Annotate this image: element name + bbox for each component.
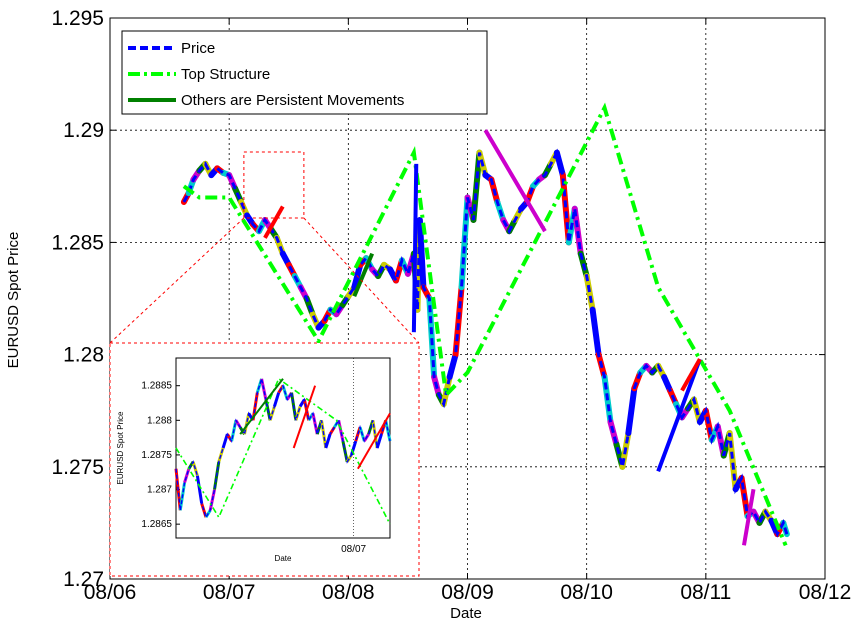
y-axis-label: EURUSD Spot Price bbox=[5, 232, 22, 369]
inset-trend-segment bbox=[357, 412, 391, 470]
x-tick-label: 08/11 bbox=[680, 581, 731, 604]
legend-label: Top Structure bbox=[181, 66, 270, 83]
inset-chart: 1.2865 1.287 1.2875 1.288 1.2885 08/07 Date EUR… bbox=[109, 342, 420, 577]
inset-y-tick-label: 1.2885 bbox=[141, 381, 172, 392]
trend-segment bbox=[741, 488, 756, 546]
zoom-connector bbox=[303, 217, 420, 344]
legend: Price Top Structure Others are Persistent … bbox=[121, 30, 488, 115]
inset-x-axis-label: Date bbox=[275, 554, 292, 563]
tick-labels: 08/06 08/07 08/08 08/09 08/10 08/11 08/121.271… bbox=[51, 7, 851, 604]
persistent-movement-segment bbox=[583, 273, 596, 313]
y-tick-label: 1.28 bbox=[63, 344, 104, 367]
inset-price-line bbox=[175, 378, 391, 519]
x-tick-label: 08/10 bbox=[560, 581, 613, 604]
inset-y-tick-label: 1.2875 bbox=[141, 450, 172, 461]
y-tick-label: 1.27 bbox=[63, 568, 104, 591]
trend-segment bbox=[263, 205, 285, 239]
inset-y-axis-label: EURUSD Spot Price bbox=[116, 411, 125, 484]
y-tick-label: 1.295 bbox=[51, 7, 104, 30]
trend-segment bbox=[656, 358, 702, 472]
price-line bbox=[182, 148, 789, 538]
legend-label: Others are Persistent Movements bbox=[181, 92, 404, 109]
x-tick-label: 08/08 bbox=[322, 581, 375, 604]
legend-box bbox=[121, 30, 488, 115]
inset-x-tick-label: 08/07 bbox=[341, 544, 366, 555]
y-tick-label: 1.285 bbox=[51, 231, 104, 254]
trend-segment bbox=[483, 129, 547, 233]
y-tick-label: 1.275 bbox=[51, 456, 104, 479]
trend-segment bbox=[680, 358, 702, 392]
zoom-rectangle bbox=[243, 151, 305, 219]
grid bbox=[109, 17, 826, 580]
y-tick-label: 1.29 bbox=[63, 119, 104, 142]
inset-y-tick-label: 1.2865 bbox=[141, 519, 172, 530]
trend-segment bbox=[352, 252, 375, 298]
zoom-connector bbox=[109, 217, 245, 344]
series-group bbox=[180, 102, 790, 547]
legend-label: Price bbox=[181, 40, 215, 57]
inset-trend-segment bbox=[292, 385, 317, 449]
zoom-region-box bbox=[109, 151, 420, 344]
inset-trend-segment bbox=[239, 378, 284, 435]
plot-frame bbox=[109, 17, 826, 580]
inset-y-tick-label: 1.288 bbox=[147, 415, 172, 426]
x-tick-label: 08/09 bbox=[441, 581, 494, 604]
trend-segment bbox=[411, 163, 419, 333]
x-tick-label: 08/07 bbox=[203, 581, 256, 604]
x-axis-label: Date bbox=[450, 605, 482, 622]
inset-y-tick-label: 1.287 bbox=[147, 485, 172, 496]
persistent-movement-segment bbox=[452, 284, 465, 358]
x-tick-label: 08/06 bbox=[84, 581, 137, 604]
x-tick-label: 08/12 bbox=[799, 581, 852, 604]
